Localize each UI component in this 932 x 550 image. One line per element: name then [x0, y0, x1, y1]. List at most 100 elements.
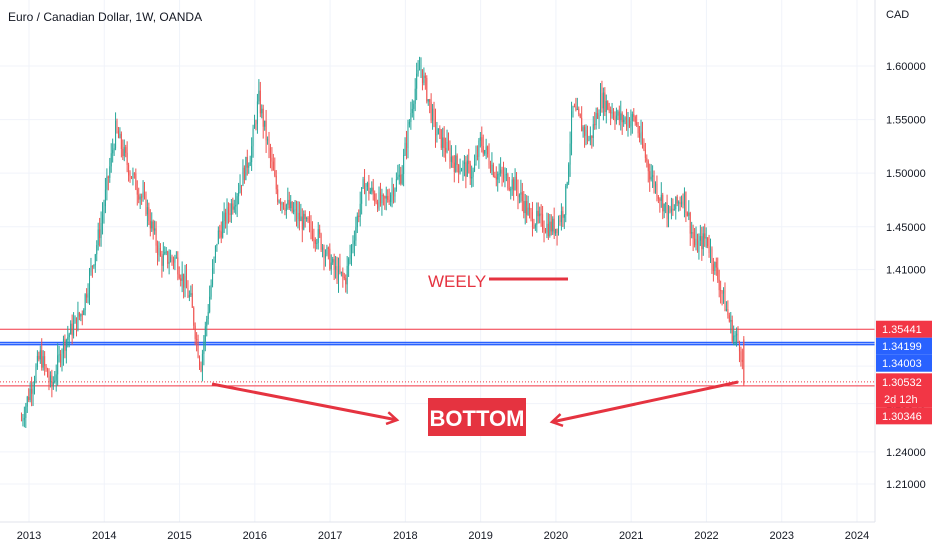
candle-body	[534, 224, 536, 228]
candle	[683, 187, 685, 218]
candle-body	[511, 179, 513, 190]
candle-body	[508, 188, 510, 190]
candle	[58, 345, 60, 363]
candle	[47, 367, 49, 378]
candle-body	[269, 147, 271, 158]
candle-body	[559, 220, 561, 223]
candle	[149, 209, 151, 237]
candle-body	[390, 194, 392, 203]
candle-body	[133, 173, 135, 175]
candle	[377, 199, 379, 213]
candle	[365, 183, 367, 207]
candle	[73, 312, 75, 339]
y-tick-label: 1.60000	[886, 61, 926, 73]
candle	[135, 168, 137, 191]
candle-body	[232, 203, 234, 210]
candle-body	[227, 207, 229, 214]
candle-body	[197, 339, 199, 358]
candle	[64, 334, 66, 359]
candle	[701, 226, 703, 261]
candle	[737, 326, 739, 343]
candle-body	[419, 69, 421, 71]
candle-body	[229, 213, 231, 215]
candle-body	[184, 275, 186, 288]
candle	[333, 253, 335, 281]
candle-body	[631, 114, 633, 122]
candle-body	[686, 212, 688, 216]
candle-body	[130, 176, 132, 179]
candle	[478, 138, 480, 169]
candle	[141, 193, 143, 205]
candle	[439, 125, 441, 140]
candle-body	[504, 174, 506, 179]
candle	[738, 340, 740, 363]
candle	[681, 195, 683, 208]
candle-body	[122, 148, 124, 157]
candle	[656, 175, 658, 202]
candle	[235, 192, 237, 215]
candle	[489, 160, 491, 174]
candle	[704, 223, 706, 247]
candle	[382, 193, 384, 206]
candle-body	[336, 266, 338, 281]
candle-body	[262, 108, 264, 127]
candle	[55, 364, 57, 392]
candle	[159, 243, 161, 257]
candle-body	[558, 220, 560, 233]
candle	[146, 199, 148, 227]
candle-body	[610, 109, 612, 114]
candle	[71, 314, 73, 345]
candle-body	[91, 266, 93, 268]
candle	[288, 191, 290, 210]
candle-body	[495, 177, 497, 180]
candle-body	[498, 173, 500, 175]
candle-body	[306, 217, 308, 220]
candle	[514, 168, 516, 191]
candle	[319, 224, 321, 239]
candle-body	[734, 335, 736, 337]
candle-body	[49, 375, 51, 382]
candle	[351, 244, 353, 266]
candle-body	[97, 229, 99, 246]
candle	[520, 179, 522, 203]
candle-body	[75, 317, 77, 330]
candle	[650, 164, 652, 182]
candle-body	[403, 155, 405, 174]
candle	[582, 125, 584, 138]
candle	[241, 184, 243, 196]
candle	[327, 246, 329, 260]
candle	[553, 207, 555, 240]
candle	[521, 182, 523, 212]
candle	[420, 57, 422, 79]
time-scale-background[interactable]	[0, 522, 932, 550]
candle	[274, 157, 276, 178]
candle	[226, 198, 228, 235]
candle	[678, 200, 680, 212]
candle-body	[461, 170, 463, 172]
price-tag-box	[876, 373, 932, 408]
price-scale-background[interactable]	[875, 0, 932, 550]
candle-body	[599, 93, 601, 115]
candle-body	[323, 247, 325, 259]
candle	[605, 94, 607, 124]
candle-body	[201, 353, 203, 371]
candle	[258, 79, 260, 105]
candle-body	[25, 406, 27, 418]
candle-body	[67, 337, 69, 340]
candle-body	[391, 189, 393, 195]
candle	[106, 168, 108, 201]
candle-body	[602, 92, 604, 109]
candle	[20, 412, 22, 422]
candle-body	[527, 207, 529, 215]
candle	[355, 216, 357, 247]
candle	[526, 195, 528, 223]
candle-body	[652, 175, 654, 177]
candle-body	[223, 212, 225, 222]
candle-body	[322, 247, 324, 250]
candle	[617, 109, 619, 121]
candle-body	[142, 192, 144, 197]
candle-body	[277, 189, 279, 202]
candle	[714, 261, 716, 275]
candle	[272, 153, 274, 171]
